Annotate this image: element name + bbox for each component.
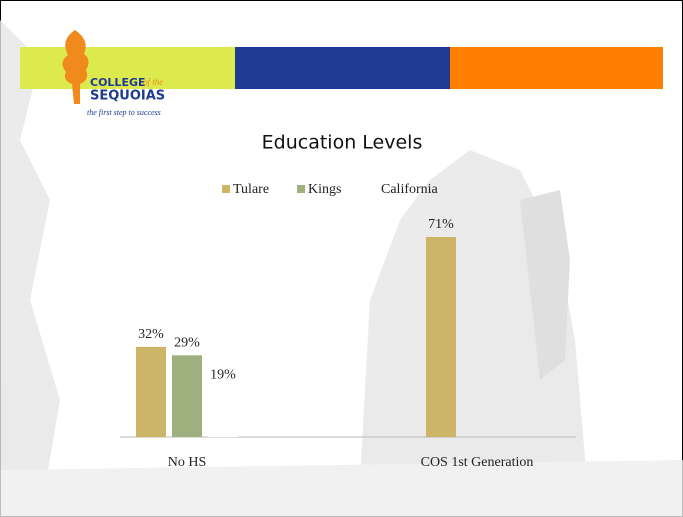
tagline: the first step to success — [87, 108, 161, 117]
legend-label: California — [381, 182, 439, 197]
logo-college: COLLEGE — [90, 76, 146, 89]
chart-title: Education Levels — [262, 132, 423, 154]
bar — [136, 347, 166, 437]
logo-of: of the — [143, 77, 163, 87]
bar — [208, 383, 238, 437]
legend-label: Kings — [308, 182, 341, 197]
legend-label: Tulare — [233, 182, 269, 197]
data-label: 19% — [210, 368, 236, 383]
header-band-orange — [450, 47, 663, 89]
x-tick-label: COS 1st Generation — [421, 455, 534, 470]
bar — [426, 237, 456, 437]
data-label: 29% — [174, 336, 200, 351]
slide: COLLEGE of the SEQUOIAS the first step t… — [0, 0, 683, 517]
x-tick-label: No HS — [168, 455, 207, 470]
legend-swatch — [370, 185, 378, 193]
logo-name: SEQUOIAS — [90, 89, 165, 104]
legend-swatch — [222, 185, 230, 193]
legend-swatch — [297, 185, 305, 193]
bar — [172, 355, 202, 437]
header-band-blue — [235, 47, 450, 89]
data-label: 32% — [138, 327, 164, 342]
data-label: 71% — [428, 217, 454, 232]
